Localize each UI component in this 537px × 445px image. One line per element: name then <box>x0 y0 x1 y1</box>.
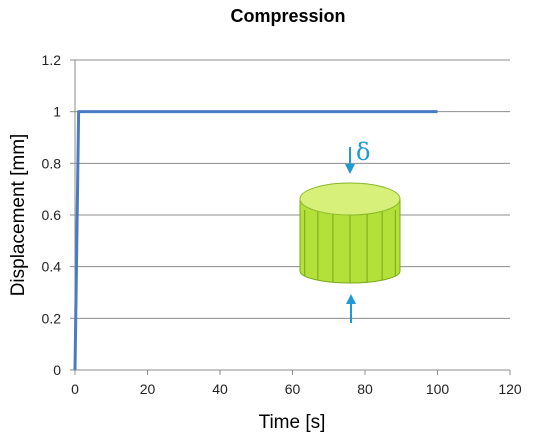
x-tick-label: 100 <box>426 381 450 397</box>
x-tick-label: 120 <box>498 381 522 397</box>
x-tick-label: 20 <box>140 381 156 397</box>
series-layer <box>73 110 438 371</box>
x-tick-label: 0 <box>71 381 79 397</box>
x-axis-title: Time [s] <box>259 412 326 433</box>
y-tick-label: 0.4 <box>42 259 62 275</box>
y-tick-label: 0 <box>53 362 61 378</box>
x-tick-label: 60 <box>285 381 301 397</box>
x-tick-label: 40 <box>212 381 228 397</box>
x-tick-labels: 0 20 40 60 80 100 120 <box>71 381 522 397</box>
gridlines <box>75 59 510 319</box>
y-tick-label: 0.2 <box>42 310 62 326</box>
cylinder-compression-icon: δ <box>299 138 401 323</box>
cylinder-icon <box>299 182 401 284</box>
series-line-0 <box>73 110 438 371</box>
y-tick-label: 0.6 <box>42 207 62 223</box>
bottom-arrow-icon <box>346 294 356 323</box>
y-tick-labels: 0 0.2 0.4 0.6 0.8 1 1.2 <box>42 52 62 378</box>
y-axis-title: Displacement [mm] <box>8 134 29 297</box>
y-tick-label: 1 <box>53 104 61 120</box>
y-tick-label: 0.8 <box>42 155 62 171</box>
chart-title: Compression <box>230 6 345 26</box>
y-tick-label: 1.2 <box>42 52 62 68</box>
delta-label: δ <box>356 138 370 166</box>
top-arrow-icon <box>345 147 355 174</box>
axes <box>70 59 511 375</box>
x-tick-label: 80 <box>357 381 373 397</box>
